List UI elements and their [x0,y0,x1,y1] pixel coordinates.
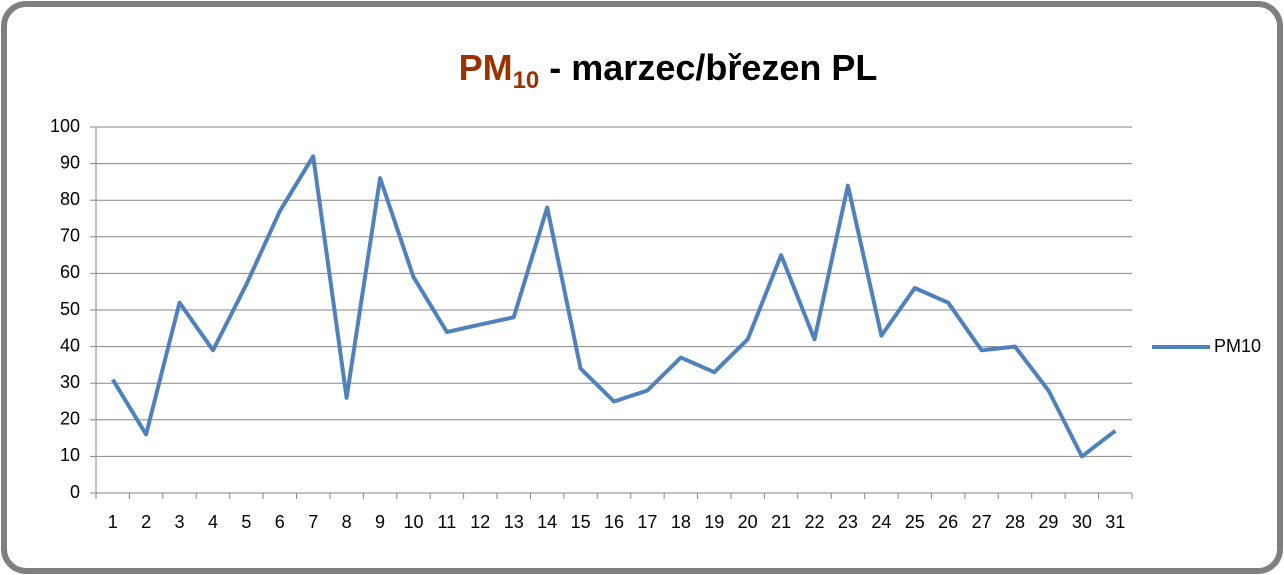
x-tick-label: 16 [604,512,624,532]
x-tick-label: 22 [805,512,825,532]
x-tick-label: 7 [308,512,318,532]
data-line [110,154,1117,459]
y-tick-label: 70 [60,226,80,246]
title-rest: - marzec/březen PL [539,47,877,88]
x-tick-label: 8 [342,512,352,532]
y-tick-label: 50 [60,299,80,319]
x-tick-label: 29 [1038,512,1058,532]
x-tick-label: 25 [905,512,925,532]
title-main: PM [459,47,513,88]
x-tick-label: 30 [1072,512,1092,532]
x-tick-label: 11 [438,512,457,532]
x-tick-label: 15 [571,512,591,532]
y-tick-label: 90 [60,152,80,172]
x-tick-label: 14 [537,512,557,532]
x-tick-label: 12 [470,512,490,532]
x-tick-label: 26 [938,512,958,532]
x-tick-label: 1 [108,512,118,532]
x-tick-label: 5 [241,512,251,532]
y-tick-label: 20 [60,409,80,429]
legend-label: PM10 [1214,336,1261,356]
x-tick-label: 6 [275,512,285,532]
x-tick-label: 18 [671,512,691,532]
chart-title: PM10 - marzec/březen PL [459,47,878,95]
y-tick-label: 30 [60,372,80,392]
title-subscript: 10 [513,67,540,94]
x-tick-label: 27 [972,512,992,532]
y-tick-label: 0 [70,482,80,502]
x-tick-label: 28 [1005,512,1025,532]
x-tick-label: 10 [403,512,423,532]
x-tick-label: 4 [208,512,218,532]
x-tick-label: 23 [838,512,858,532]
x-tick-label: 24 [871,512,891,532]
y-tick-label: 80 [60,189,80,209]
x-tick-label: 31 [1105,512,1125,532]
y-tick-label: 40 [60,335,80,355]
y-tick-label: 60 [60,262,80,282]
x-tick-label: 2 [141,512,151,532]
x-tick-label: 9 [375,512,385,532]
x-tick-label: 13 [504,512,524,532]
x-tick-label: 3 [175,512,185,532]
y-tick-label: 100 [50,116,80,136]
x-tick-label: 17 [637,512,657,532]
x-tick-label: 20 [738,512,758,532]
x-tick-label: 21 [771,512,791,532]
x-tick-label: 19 [704,512,724,532]
y-tick-label: 10 [60,445,80,465]
